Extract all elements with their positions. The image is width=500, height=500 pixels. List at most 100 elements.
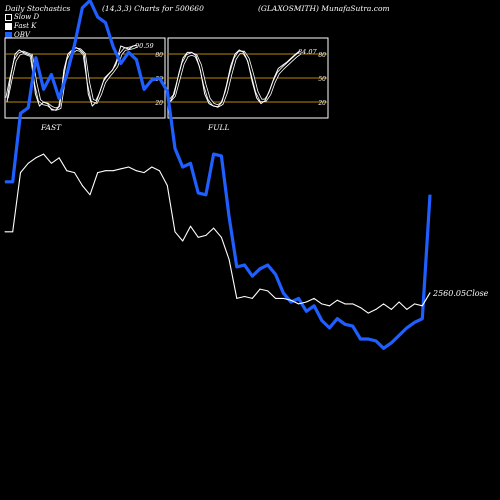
- series-point-close: [429, 292, 431, 294]
- series-line-close: [5, 153, 431, 314]
- series-point-close: [197, 236, 199, 238]
- level-label: 20: [317, 100, 326, 107]
- series-point-close: [259, 288, 261, 290]
- series-point-close: [390, 308, 392, 310]
- series-point-close: [27, 162, 29, 164]
- series-point-obv: [244, 264, 245, 266]
- fast-k-line: [169, 49, 301, 108]
- panel-label: FAST: [40, 123, 62, 132]
- series-point-obv: [275, 273, 276, 275]
- series-point-close: [275, 297, 276, 299]
- series-point-close: [112, 170, 114, 172]
- series-point-obv: [159, 77, 160, 79]
- series-point-obv: [97, 16, 99, 18]
- series-point-obv: [27, 107, 29, 109]
- chart-title: Daily Stochastics: [5, 4, 71, 13]
- legend-slow-d-swatch: [5, 13, 12, 21]
- series-point-obv: [352, 325, 354, 327]
- series-point-close: [352, 303, 354, 305]
- series-point-obv: [313, 305, 315, 307]
- series-point-close: [151, 166, 153, 168]
- series-point-obv: [151, 79, 153, 81]
- series-point-close: [120, 168, 122, 170]
- series-point-obv: [290, 301, 292, 303]
- series-point-obv: [89, 0, 91, 1]
- level-label: 50: [318, 76, 326, 83]
- series-point-obv: [128, 51, 130, 53]
- series-point-obv: [205, 194, 207, 196]
- series-point-close: [190, 225, 191, 227]
- series-point-obv: [12, 181, 14, 183]
- series-point-close: [205, 234, 207, 236]
- series-point-close: [12, 231, 14, 233]
- legend-fast-k: Fast K: [5, 22, 36, 30]
- series-point-close: [143, 172, 145, 174]
- series-point-close: [414, 303, 415, 305]
- series-point-close: [244, 296, 245, 297]
- series-point-obv: [120, 62, 122, 64]
- series-point-close: [159, 170, 160, 172]
- series-point-obv: [321, 320, 323, 321]
- series-point-close: [336, 299, 338, 301]
- series-point-close: [20, 172, 21, 174]
- series-point-close: [43, 153, 45, 155]
- series-point-obv: [213, 153, 215, 155]
- series-point-obv: [251, 275, 253, 277]
- series-point-obv: [81, 7, 83, 9]
- legend-slow-d: Slow D: [5, 13, 39, 21]
- series-point-obv: [429, 194, 431, 196]
- series-point-obv: [190, 162, 191, 164]
- last-close-label: 2560.05Close: [432, 289, 489, 298]
- level-label: 20: [154, 100, 163, 107]
- series-point-close: [97, 172, 99, 174]
- series-point-obv: [421, 318, 423, 320]
- series-point-obv: [197, 192, 199, 194]
- series-point-close: [406, 308, 408, 310]
- series-point-obv: [74, 44, 75, 46]
- panel-last-value: 84.07: [298, 48, 317, 56]
- series-point-obv: [360, 338, 361, 340]
- series-line-obv: [5, 0, 432, 350]
- series-point-close: [290, 299, 292, 301]
- series-point-close: [58, 157, 60, 159]
- series-point-obv: [220, 155, 222, 157]
- series-point-obv: [305, 310, 307, 312]
- series-point-close: [329, 305, 330, 307]
- level-label: 80: [155, 52, 163, 59]
- series-point-obv: [143, 88, 145, 90]
- series-point-obv: [267, 264, 269, 266]
- series-point-obv: [298, 297, 300, 299]
- series-point-obv: [182, 166, 184, 168]
- series-point-obv: [4, 181, 6, 183]
- series-point-obv: [105, 22, 106, 24]
- series-point-obv: [174, 148, 176, 149]
- series-point-close: [174, 231, 176, 233]
- series-point-close: [305, 301, 307, 303]
- legend-fast-k-label: Fast K: [14, 22, 37, 30]
- panel-label: FULL: [207, 123, 230, 132]
- series-point-close: [66, 170, 68, 172]
- series-point-close: [228, 259, 230, 260]
- series-point-obv: [112, 46, 114, 48]
- series-point-close: [128, 166, 130, 168]
- series-point-obv: [236, 266, 238, 268]
- series-point-obv: [66, 74, 68, 75]
- series-point-close: [236, 297, 238, 299]
- series-point-obv: [414, 321, 415, 323]
- legend-fast-k-swatch: [5, 22, 12, 30]
- series-point-obv: [58, 98, 60, 99]
- panel-last-value: 90.59: [135, 42, 154, 50]
- series-point-close: [135, 170, 137, 172]
- level-label: 80: [318, 52, 326, 59]
- series-point-close: [105, 170, 106, 172]
- series-point-close: [360, 307, 361, 309]
- series-point-obv: [336, 318, 338, 320]
- company-name: (GLAXOSMITH) MunafaSutra.com: [258, 4, 390, 13]
- series-point-obv: [166, 90, 168, 92]
- series-point-close: [35, 157, 37, 159]
- series-point-close: [74, 172, 75, 174]
- series-point-close: [50, 162, 52, 164]
- legend-obv-label: OBV: [14, 31, 30, 39]
